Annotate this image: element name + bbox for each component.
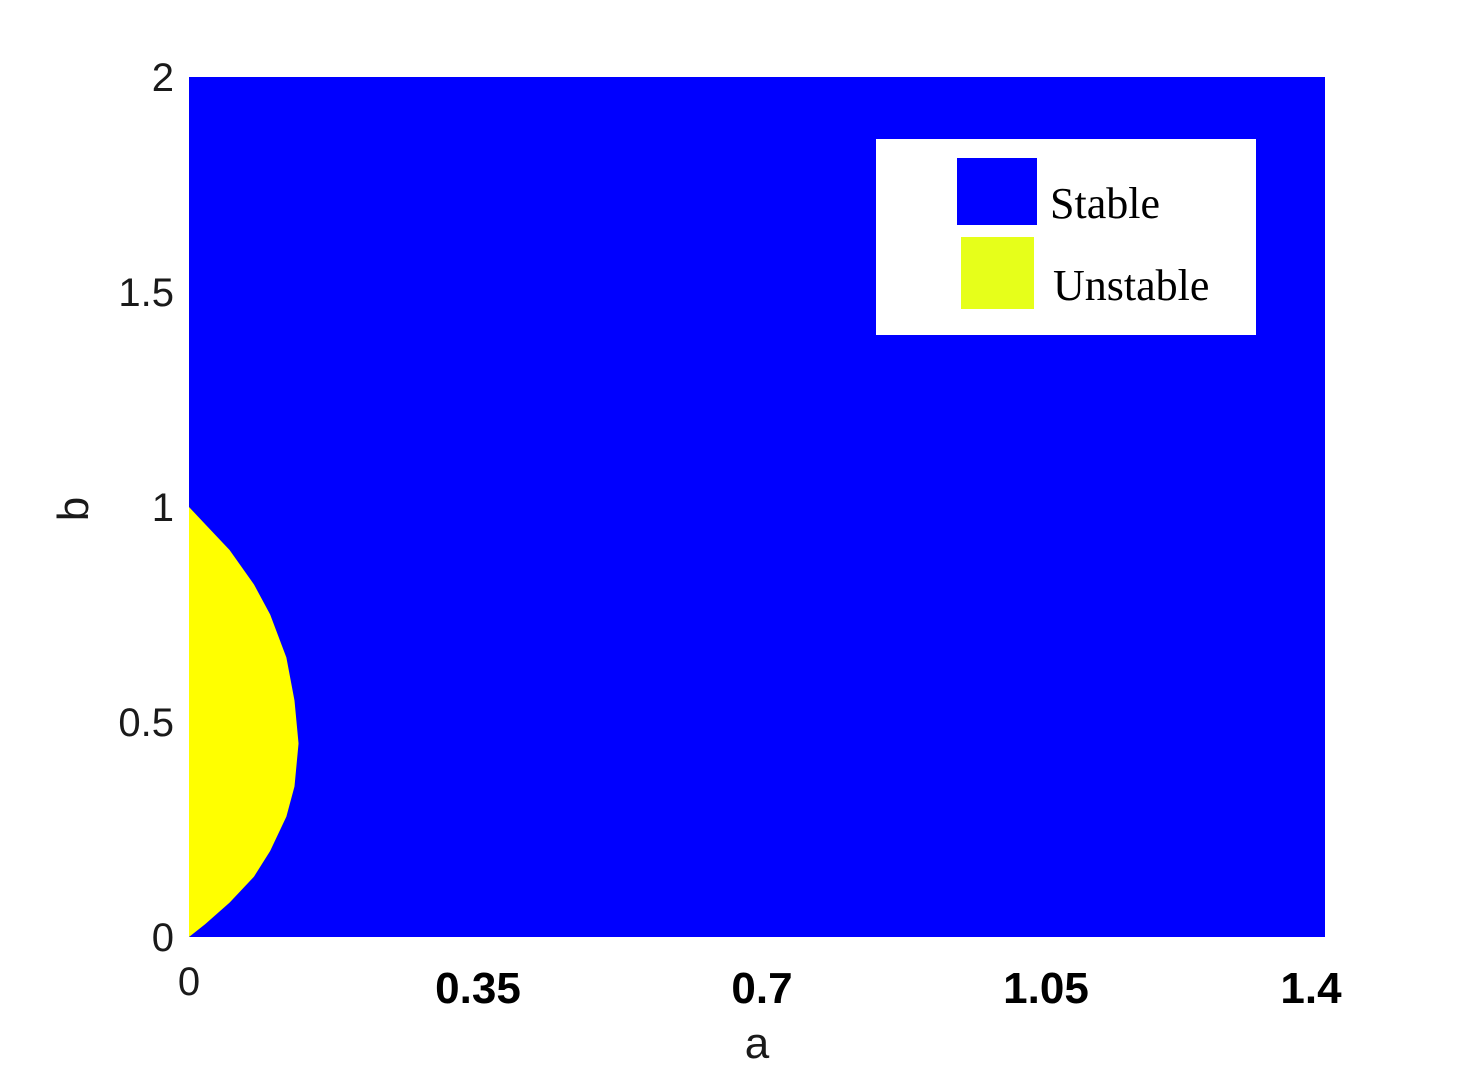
y-tick-label: 0.5 bbox=[118, 701, 174, 745]
x-tick-label: 0.35 bbox=[435, 964, 521, 1013]
axis-ticks: 0 0.5 1 1.5 2 0 0.35 0.7 1.05 1.4 bbox=[118, 56, 1342, 1013]
y-tick-label: 1.5 bbox=[118, 271, 174, 315]
legend-swatch-stable bbox=[957, 158, 1037, 225]
legend-box bbox=[876, 139, 1256, 335]
y-tick-label: 0 bbox=[152, 916, 174, 960]
x-tick-label: 0.7 bbox=[731, 964, 792, 1013]
y-tick-label: 2 bbox=[152, 56, 174, 100]
y-tick-label: 1 bbox=[152, 486, 174, 530]
x-tick-label: 1.4 bbox=[1280, 964, 1342, 1013]
x-tick-label: 0 bbox=[178, 960, 200, 1004]
x-axis-label: a bbox=[745, 1019, 770, 1068]
legend-swatch-unstable bbox=[961, 237, 1034, 309]
legend: Stable Unstable bbox=[876, 139, 1256, 335]
x-tick-label: 1.05 bbox=[1003, 964, 1089, 1013]
unstable-region bbox=[189, 507, 299, 937]
legend-label-unstable: Unstable bbox=[1053, 261, 1209, 310]
y-axis-label: b bbox=[49, 497, 98, 521]
legend-label-stable: Stable bbox=[1050, 179, 1160, 228]
